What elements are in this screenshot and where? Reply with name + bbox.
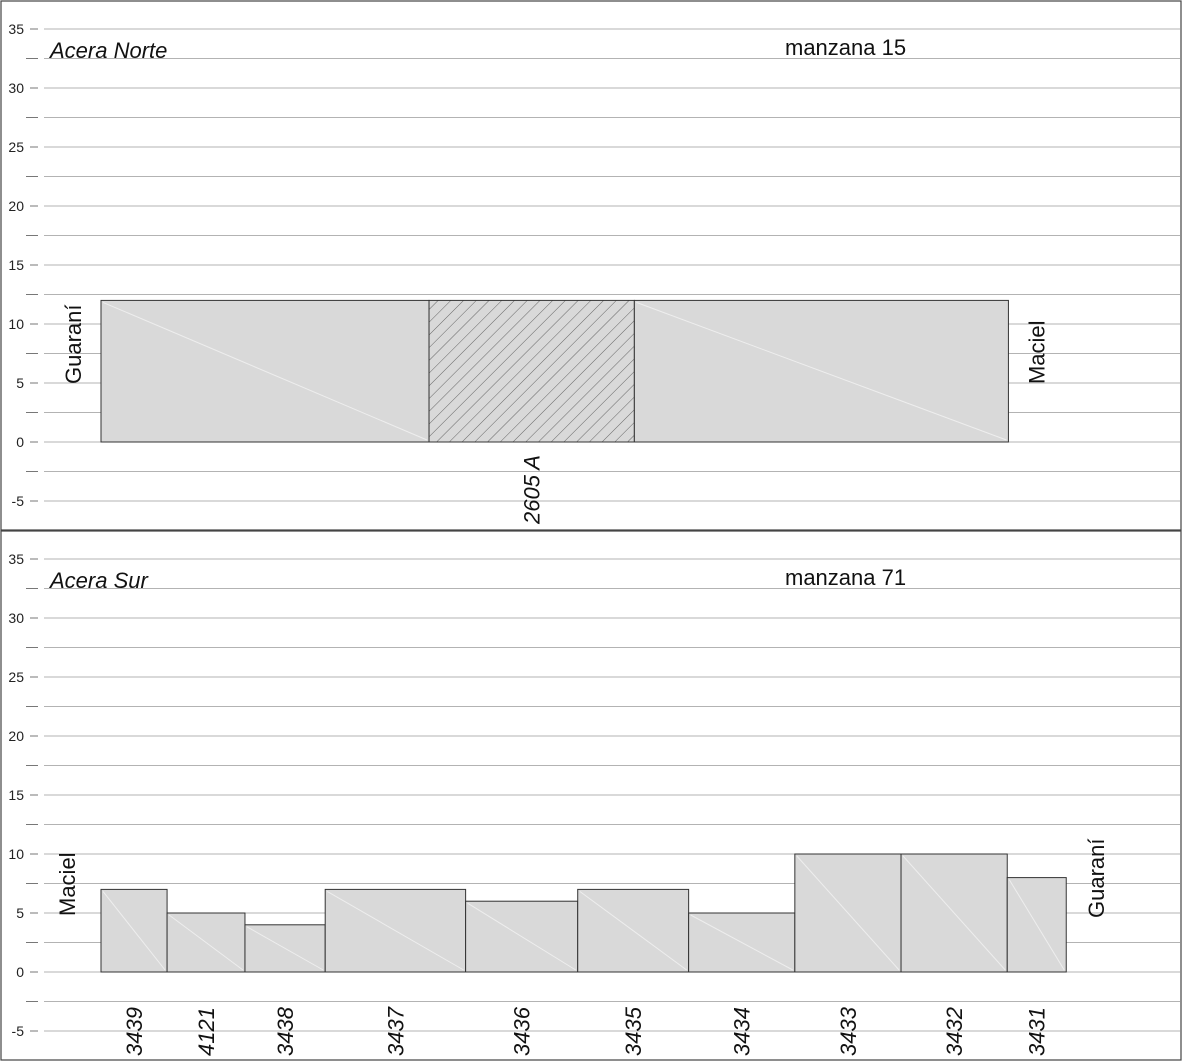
y-tick-label: -5 [12, 493, 25, 509]
lots [100, 299, 1009, 443]
panel-subtitle: manzana 15 [785, 35, 906, 60]
lot-bar [428, 299, 635, 443]
y-tick-label: 25 [8, 669, 24, 685]
street-label-right: Guaraní [1084, 839, 1109, 919]
lot-label: 3433 [836, 1006, 861, 1056]
y-tick-label: 35 [8, 21, 24, 37]
lot-label: 3431 [1025, 1007, 1050, 1056]
lot-label: 3438 [273, 1006, 298, 1056]
lot-label: 3435 [621, 1006, 646, 1056]
lot-diagonal [579, 890, 687, 971]
y-tick-label: 10 [8, 846, 24, 862]
lot-diagonal [102, 301, 428, 441]
panel-frame [0, 0, 1182, 531]
lot-diagonal [102, 891, 166, 971]
y-tick-label: 35 [8, 551, 24, 567]
lot-diagonal [246, 926, 324, 971]
panel-frame [0, 530, 1182, 1061]
panel-title: Acera Norte [48, 38, 167, 63]
panel-acera-norte: 35 30 25 20 15 10 5 0 -5 Acera Norte manzana 15 260… [0, 0, 1182, 531]
lot-label: 3437 [383, 1006, 408, 1056]
y-tick-label: 0 [16, 964, 24, 980]
y-tick-label: 0 [16, 434, 24, 450]
panel-subtitle: manzana 71 [785, 565, 906, 590]
y-tick-label: 15 [8, 257, 24, 273]
y-tick-label: 5 [16, 375, 24, 391]
lot-diagonal [636, 301, 1007, 441]
street-label-left: Guaraní [61, 305, 86, 385]
y-tick-label: 5 [16, 905, 24, 921]
lot-diagonal [690, 914, 794, 971]
lot-diagonal [467, 902, 576, 971]
street-label-right: Maciel [1024, 320, 1049, 384]
lots [100, 853, 1067, 973]
y-tick-label: 30 [8, 80, 24, 96]
y-tick-label: 30 [8, 610, 24, 626]
lot-label: 4121 [194, 1007, 219, 1056]
lot-label: 3439 [122, 1007, 147, 1056]
lot-diagonal [902, 855, 1006, 971]
y-tick-label: -5 [12, 1023, 25, 1039]
y-tick-label: 20 [8, 728, 24, 744]
lot-diagonal [1008, 879, 1065, 971]
panel-acera-sur: 35 30 25 20 15 10 5 0 -5 Acera Sur manzana 71 3439 4… [0, 530, 1182, 1061]
lot-label: 2605 A [520, 455, 545, 525]
y-tick-label: 10 [8, 316, 24, 332]
lot-diagonal [796, 855, 900, 971]
y-tick-label: 20 [8, 198, 24, 214]
y-tick-label: 15 [8, 787, 24, 803]
y-tick-label: 25 [8, 139, 24, 155]
street-label-left: Maciel [55, 852, 80, 916]
lot-label: 3434 [730, 1007, 755, 1056]
lot-label: 3432 [942, 1007, 967, 1056]
lot-label: 3436 [510, 1006, 535, 1056]
panel-title: Acera Sur [48, 568, 149, 593]
lot-diagonal [326, 890, 464, 971]
lot-diagonal [168, 914, 244, 971]
